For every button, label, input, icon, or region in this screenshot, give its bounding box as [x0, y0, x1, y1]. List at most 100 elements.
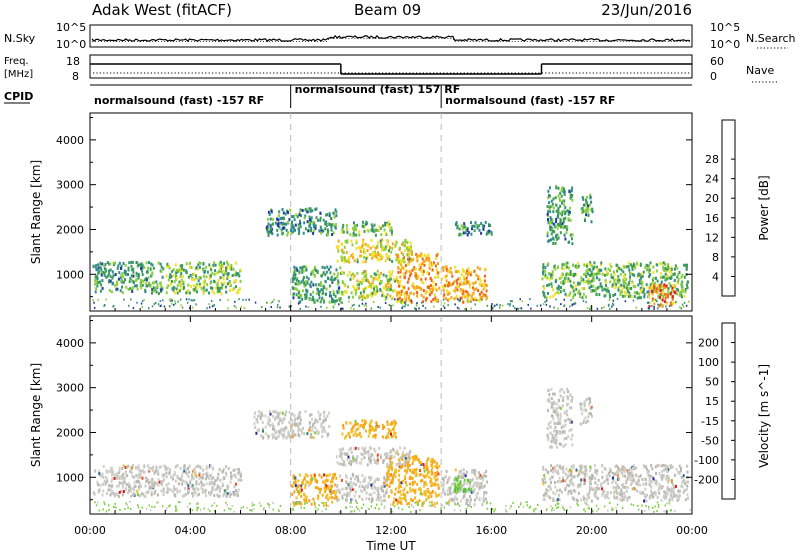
power-echo-cell [324, 266, 326, 269]
power-ground-scatter [521, 307, 523, 309]
power-echo-cell [390, 288, 392, 291]
power-ground-scatter [464, 308, 466, 310]
power-echo-cell [386, 253, 388, 256]
velocity-echo-cell [457, 502, 459, 505]
velocity-echo-cell [364, 420, 366, 423]
velocity-echo-cell [302, 479, 304, 482]
power-echo-cell [221, 271, 223, 274]
velocity-echo-cell [119, 469, 121, 472]
velocity-echo-cell [420, 492, 422, 495]
power-echo-cell [307, 220, 309, 223]
power-colorbar-tick-label: 28 [705, 153, 719, 166]
velocity-echo-cell [215, 488, 217, 491]
power-ground-scatter [143, 299, 145, 301]
velocity-echo-cell [319, 417, 321, 420]
velocity-echo-cell [187, 484, 189, 487]
beam-title: Beam 09 [354, 1, 421, 19]
power-ground-scatter [517, 308, 519, 310]
velocity-echo-cell [446, 470, 448, 473]
velocity-echo-cell [114, 477, 116, 480]
power-echo-cell [318, 229, 320, 232]
velocity-echo-cell [432, 483, 434, 486]
velocity-echo-cell [651, 467, 653, 470]
power-ground-scatter [314, 302, 316, 304]
power-echo-cell [291, 226, 293, 229]
power-echo-cell [110, 275, 112, 278]
velocity-echo-cell [345, 435, 347, 438]
velocity-echo-cell [425, 494, 427, 497]
power-echo-cell [571, 199, 573, 202]
power-echo-cell [359, 255, 361, 258]
power-echo-cell [428, 253, 430, 256]
power-echo-cell [624, 280, 626, 283]
power-echo-cell [543, 294, 545, 297]
power-echo-cell [272, 223, 274, 226]
power-echo-cell [183, 286, 185, 289]
power-echo-cell [191, 278, 193, 281]
power-ground-scatter [665, 305, 667, 307]
velocity-echo-cell [423, 466, 425, 469]
power-echo-cell [310, 210, 312, 213]
power-ground-scatter [192, 307, 194, 309]
velocity-echo-cell [615, 487, 617, 490]
power-ground-scatter [681, 307, 683, 309]
power-echo-cell [342, 280, 344, 283]
power-echo-cell [335, 223, 337, 226]
velocity-echo-cell [240, 475, 242, 478]
power-ground-scatter [365, 303, 367, 305]
velocity-echo-cell [666, 470, 668, 473]
velocity-echo-cell [343, 427, 345, 430]
velocity-echo-cell [386, 420, 388, 423]
velocity-echo-cell [327, 474, 329, 477]
power-echo-cell [565, 277, 567, 280]
power-ground-scatter [682, 304, 684, 306]
power-echo-cell [320, 300, 322, 303]
power-echo-cell [407, 258, 409, 261]
power-echo-cell [400, 261, 402, 264]
power-ground-scatter [467, 299, 469, 301]
power-echo-cell [479, 283, 481, 286]
power-echo-cell [425, 292, 427, 295]
power-echo-cell [442, 266, 444, 269]
power-echo-cell [181, 287, 183, 290]
power-echo-cell [359, 281, 361, 284]
velocity-echo-cell [233, 469, 235, 472]
velocity-echo-cell [372, 498, 374, 501]
power-echo-cell [120, 280, 122, 283]
velocity-echo-cell [464, 482, 466, 485]
power-echo-cell [561, 195, 563, 198]
velocity-echo-cell [598, 479, 600, 482]
power-echo-cell [610, 273, 612, 276]
velocity-echo-cell [331, 501, 333, 504]
power-echo-cell [388, 221, 390, 224]
power-ground-scatter [636, 307, 638, 309]
velocity-echo-cell [295, 423, 297, 426]
cpid-segments: normalsound (fast) -157 RF normalsound (… [94, 83, 615, 108]
power-echo-cell [223, 270, 225, 273]
power-echo-cell [219, 262, 221, 265]
velocity-echo-cell [111, 490, 113, 493]
power-echo-cell [333, 278, 335, 281]
velocity-echo-cell [407, 491, 409, 494]
power-echo-cell [587, 269, 589, 272]
power-ground-scatter [544, 301, 546, 303]
power-echo-cell [378, 275, 380, 278]
power-echo-cell [550, 238, 552, 241]
power-echo-cell [338, 240, 340, 243]
power-echo-cell [380, 281, 382, 284]
velocity-echo-cell [395, 488, 397, 491]
power-ytick-label: 1000 [56, 268, 84, 281]
power-echo-cell [368, 230, 370, 233]
velocity-echo-cell [443, 479, 445, 482]
velocity-echo-cell [643, 483, 645, 486]
power-echo-cell [189, 266, 191, 269]
velocity-echo-cell [600, 484, 602, 487]
power-echo-cell [299, 266, 301, 269]
power-ground-scatter [653, 308, 655, 310]
velocity-echo-cell [208, 477, 210, 480]
power-echo-cell [455, 270, 457, 273]
power-echo-cell [416, 295, 418, 298]
power-ground-scatter [537, 305, 539, 307]
power-ground-scatter [359, 305, 361, 307]
power-echo-cell [451, 271, 453, 274]
